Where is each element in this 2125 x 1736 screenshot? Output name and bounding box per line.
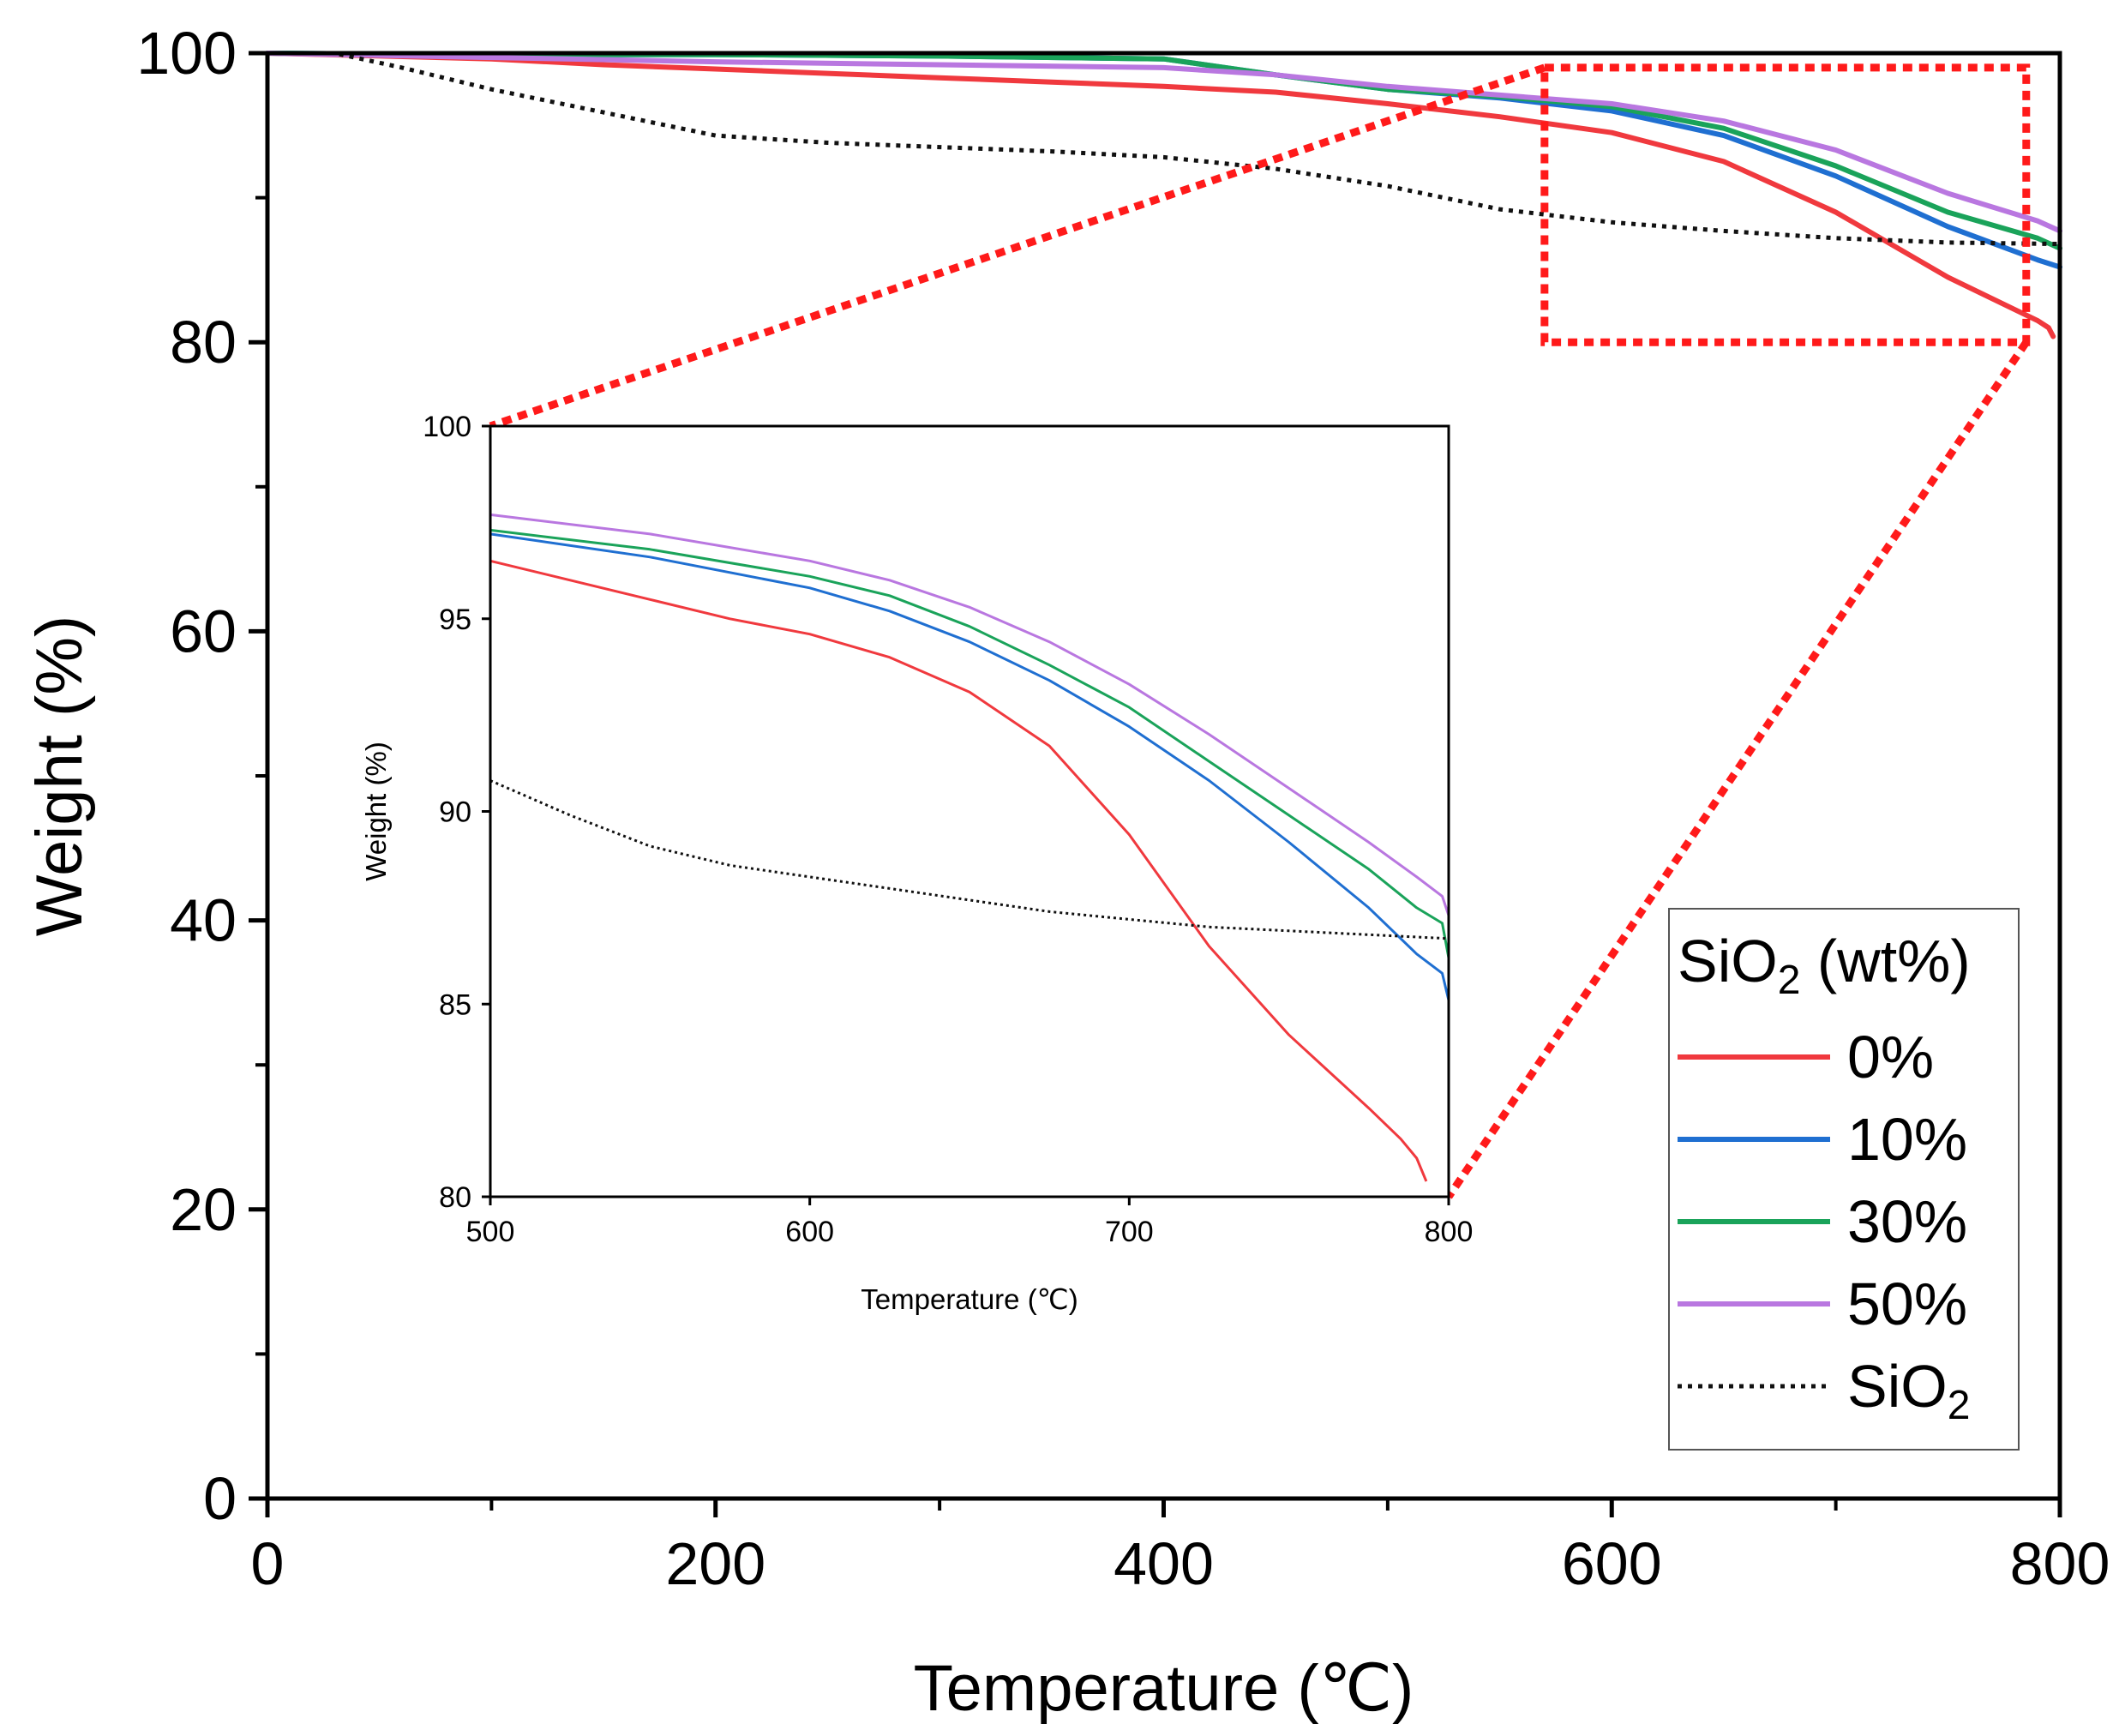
main-x-tick-label: 200: [665, 1530, 765, 1597]
inset-series-line-10: [489, 532, 1450, 1001]
inset-series-line-sio2: [489, 779, 1450, 940]
inset-y-tick-label: 100: [423, 411, 471, 443]
inset-y-tick-label: 90: [439, 796, 471, 829]
legend-box: [1668, 908, 2020, 1451]
main-y-tick-label: 40: [170, 887, 237, 954]
inset-x-axis-label: Temperature (℃): [861, 1283, 1078, 1315]
inset-x-tick-label: 700: [1105, 1216, 1154, 1248]
inset-x-tick-label: 600: [785, 1216, 834, 1248]
legend-entry-label: 50%: [1847, 1270, 1967, 1337]
main-series-lines: [265, 51, 2062, 339]
main-x-tick-label: 800: [2010, 1530, 2110, 1597]
main-series-line-0: [265, 51, 2056, 339]
main-series-line-30: [265, 51, 2062, 251]
inset-axis-ticks: 500 600 700 800 80 85 90 95 100: [423, 411, 1473, 1248]
legend-entry-label: 30%: [1847, 1188, 1967, 1255]
inset-series-line-50: [489, 513, 1450, 916]
main-axis-ticks: 0 200 400 600 800 0 20 40 60 80 100: [136, 20, 2110, 1597]
main-x-tick-label: 0: [251, 1530, 285, 1597]
legend-entry-label: 10%: [1847, 1106, 1967, 1173]
main-chart: 0 200 400 600 800 0 20 40 60 80 100 Temperature (℃…: [23, 20, 2110, 1725]
legend-entries: 0% 10% 30% 50% SiO2: [1678, 1024, 1970, 1428]
legend-title: SiO2 (wt%): [1678, 928, 1971, 1003]
main-x-tick-label: 400: [1114, 1530, 1214, 1597]
zoom-connector-bottom: [1445, 339, 2030, 1199]
zoom-connector-top: [489, 63, 1546, 430]
main-y-tick-label: 0: [203, 1465, 237, 1532]
main-y-axis-label: Weight (%): [23, 616, 96, 936]
legend-entry-label: SiO2: [1847, 1353, 1970, 1428]
inset-background: [490, 426, 1449, 1197]
legend-entry-label: 0%: [1847, 1024, 1934, 1090]
inset-series-line-0: [489, 559, 1428, 1182]
inset-series-line-30: [489, 528, 1450, 958]
inset-y-tick-label: 95: [439, 604, 471, 636]
inset-y-axis-label: Weight (%): [360, 742, 392, 881]
main-x-axis-label: Temperature (℃): [914, 1652, 1414, 1725]
main-y-tick-label: 80: [170, 309, 237, 375]
inset-x-tick-label: 800: [1425, 1216, 1474, 1248]
main-y-tick-label: 20: [170, 1176, 237, 1243]
legend: SiO2 (wt%) 0% 10% 30% 50% SiO2: [1668, 908, 2020, 1451]
inset-series-lines: [489, 513, 1450, 1182]
zoom-overlay: [489, 63, 2031, 1199]
main-x-tick-label: 600: [1562, 1530, 1662, 1597]
inset-y-tick-label: 85: [439, 988, 471, 1021]
main-series-line-50: [265, 51, 2062, 234]
zoom-box: [1540, 63, 2031, 346]
main-y-tick-label: 100: [136, 20, 237, 87]
inset-x-tick-label: 500: [466, 1216, 515, 1248]
main-y-tick-label: 60: [170, 598, 237, 664]
inset-y-tick-label: 80: [439, 1181, 471, 1214]
